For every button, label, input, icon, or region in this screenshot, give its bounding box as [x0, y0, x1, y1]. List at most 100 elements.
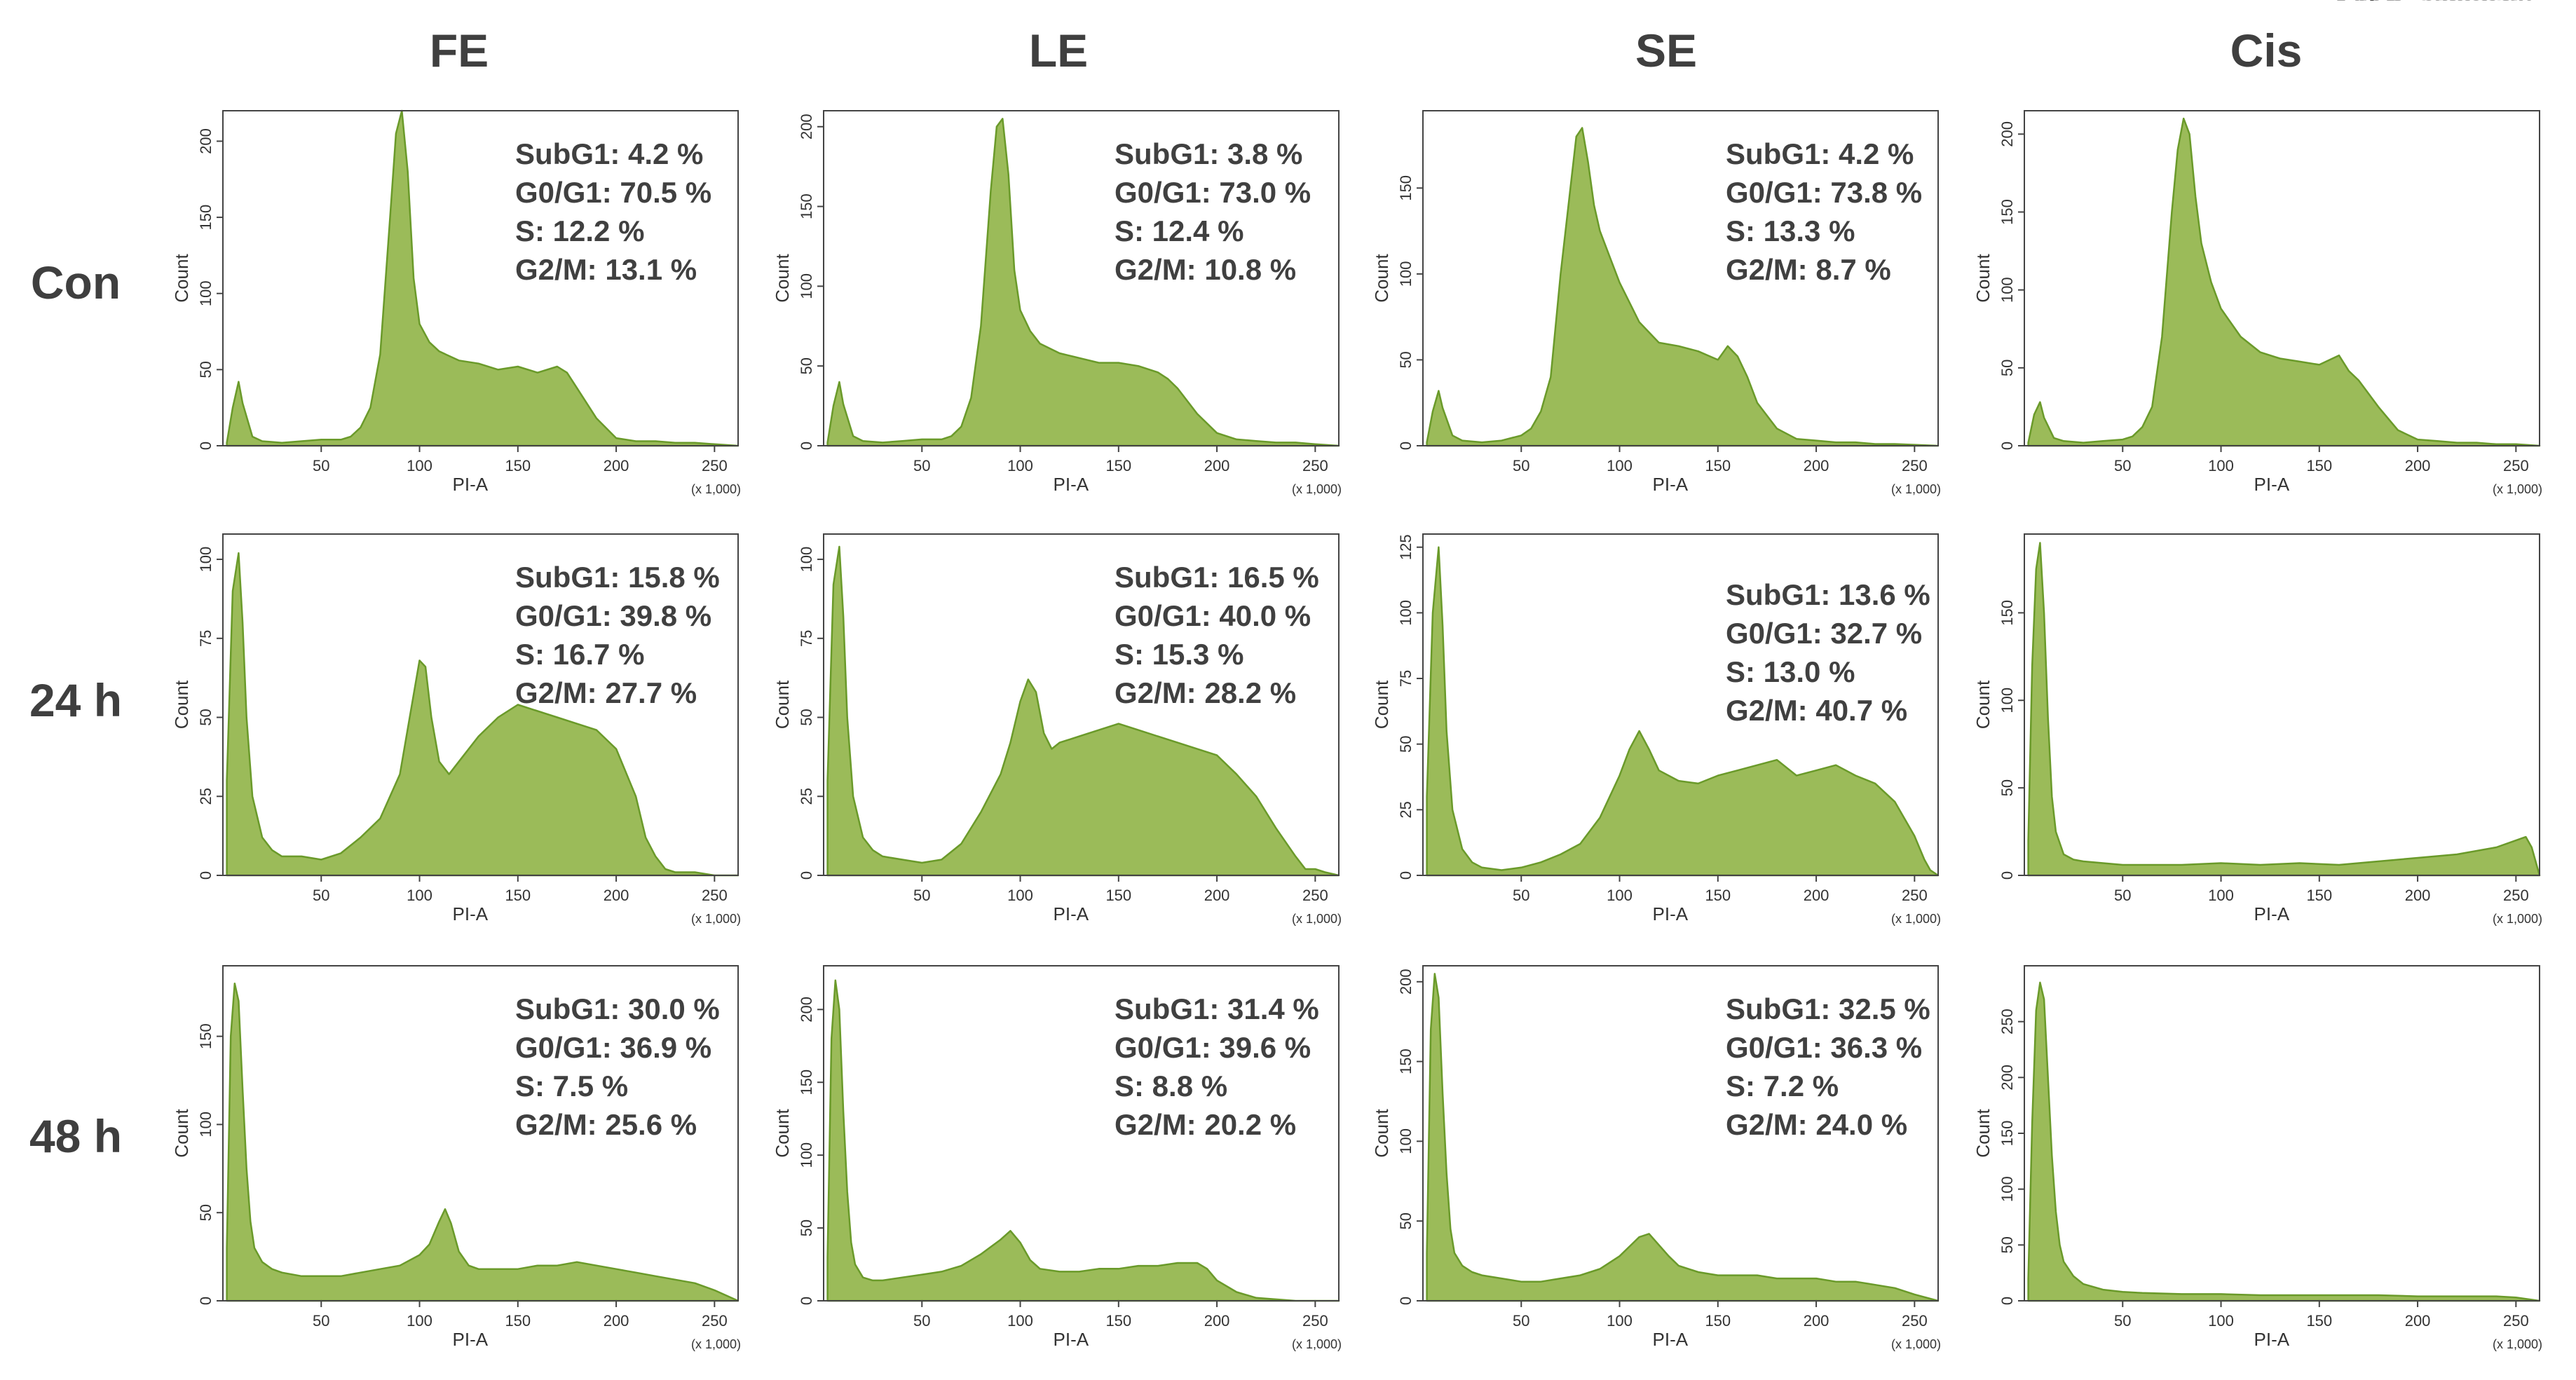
x-tick-label: 100: [1007, 457, 1033, 474]
x-tick-label: 250: [1902, 887, 1928, 904]
x-tick-label: 150: [505, 457, 531, 474]
y-tick-label: 100: [197, 280, 214, 306]
x-tick-label: 100: [2208, 1312, 2234, 1330]
y-tick-label: 150: [197, 205, 214, 231]
plot-frame: [2024, 110, 2540, 446]
s-phase-stat: S: 4.2 %: [2331, 0, 2444, 6]
subg1-stat: SubG1: 13.6 %: [1726, 578, 1930, 611]
g0g1-stat: G0/G1: 73.8 %: [1726, 176, 1922, 209]
x-axis-label: PI-A: [453, 474, 489, 495]
histogram-panel-48-h-le: 50 100 150 200 250 0 50 100 150 200 PI-A Count (x 1,…: [772, 965, 1342, 1351]
x-tick-label: 200: [2405, 887, 2431, 904]
y-tick-label: 100: [1998, 688, 2016, 713]
y-tick-label: 0: [1397, 442, 1415, 450]
x-tick-label: 200: [1204, 457, 1230, 474]
s-phase-stat: S: 15.3 %: [1115, 638, 1243, 671]
g0g1-stat: G0/G1: 12.6 %: [2331, 0, 2527, 6]
x-tick-label: 150: [505, 887, 531, 904]
x-tick-label: 50: [313, 887, 329, 904]
histogram-panel-24-h-cis: 50 100 150 200 250 0 50 100 150 PI-A Count (x 1,000…: [1972, 0, 2542, 926]
x-tick-label: 150: [1105, 1312, 1131, 1330]
histogram-area: [826, 118, 1340, 447]
x-tick-label: 100: [407, 1312, 432, 1330]
x-tick-label: 150: [1705, 1312, 1731, 1330]
s-phase-stat: S: 13.3 %: [1726, 214, 1855, 247]
x-tick-label: 50: [1513, 887, 1529, 904]
x-scale-note: (x 1,000): [1891, 1337, 1941, 1351]
histogram-area: [2027, 117, 2541, 447]
plot-frame: [1422, 533, 1939, 876]
subg1-stat: SubG1: 3.8 %: [1115, 137, 1302, 170]
histogram-area: [1426, 546, 1940, 877]
x-tick-label: 100: [2208, 457, 2234, 474]
g0g1-stat: G0/G1: 40.0 %: [1115, 599, 1311, 632]
s-phase-stat: S: 13.4 %: [2331, 0, 2460, 6]
histogram-panel-48-h-se: 50 100 150 200 250 0 50 100 150 200 PI-A Count (x 1,…: [1371, 965, 1941, 1351]
x-tick-label: 200: [604, 887, 629, 904]
y-axis-label: Count: [171, 254, 192, 303]
x-tick-label: 200: [1804, 887, 1829, 904]
x-axis-label: PI-A: [1054, 474, 1089, 495]
y-tick-label: 0: [1998, 1297, 2016, 1305]
y-axis-label: Count: [772, 1109, 793, 1158]
x-tick-label: 200: [1204, 1312, 1230, 1330]
y-axis-label: Count: [1972, 680, 1994, 729]
g2m-stat: G2/M: 15.2 %: [2331, 0, 2512, 6]
s-phase-stat: S: 8.8 %: [1115, 1070, 1227, 1102]
y-tick-label: 150: [1998, 199, 2016, 225]
y-tick-label: 200: [1397, 969, 1415, 995]
histogram-panel-24-h-fe: 50 100 150 200 250 0 25 50 75 100 PI-A Count (x 1,00…: [171, 533, 741, 926]
x-axis-label: PI-A: [2254, 1329, 2290, 1350]
x-tick-label: 100: [1607, 1312, 1633, 1330]
row-title-48h: 48 h: [29, 1110, 122, 1162]
y-tick-label: 0: [1998, 871, 2016, 880]
g0g1-stat: G0/G1: 73.0 %: [1115, 176, 1311, 209]
x-tick-label: 250: [2503, 887, 2529, 904]
x-axis-label: PI-A: [2254, 903, 2290, 924]
x-tick-label: 100: [2208, 887, 2234, 904]
s-phase-stat: S: 13.0 %: [1726, 655, 1855, 688]
x-axis-label: PI-A: [1054, 1329, 1089, 1350]
x-tick-label: 250: [1302, 457, 1328, 474]
x-tick-label: 200: [1804, 457, 1829, 474]
subg1-stat: SubG1: 15.8 %: [515, 561, 720, 594]
s-phase-stat: S: 7.2 %: [1726, 1070, 1839, 1102]
histogram-area: [1426, 973, 1940, 1302]
g2m-stat: G2/M: 25.6 %: [515, 1108, 697, 1141]
x-tick-label: 200: [1204, 887, 1230, 904]
plot-frame: [1422, 965, 1939, 1302]
column-title-se: SE: [1635, 25, 1697, 76]
histogram-panel-con-cis: 50 100 150 200 250 0 50 100 150 200 PI-A Count (x 1,…: [1972, 0, 2542, 496]
x-tick-label: 200: [604, 457, 629, 474]
x-axis-label: PI-A: [453, 1329, 489, 1350]
s-phase-stat: S: 12.2 %: [515, 214, 644, 247]
x-tick-label: 250: [2503, 457, 2529, 474]
x-tick-label: 100: [1007, 1312, 1033, 1330]
g2m-stat: G2/M: 28.2 %: [1115, 676, 1296, 709]
y-tick-label: 100: [798, 547, 815, 573]
x-tick-label: 250: [702, 1312, 728, 1330]
y-tick-label: 0: [1998, 442, 2016, 450]
y-tick-label: 100: [798, 273, 815, 299]
x-axis-label: PI-A: [1054, 903, 1089, 924]
y-axis-label: Count: [772, 254, 793, 303]
y-tick-label: 200: [798, 114, 815, 139]
y-tick-label: 25: [798, 788, 815, 805]
y-tick-label: 200: [1998, 121, 2016, 147]
g0g1-stat: G0/G1: 70.5 %: [515, 176, 711, 209]
column-title-fe: FE: [430, 25, 489, 76]
x-tick-label: 250: [2503, 1312, 2529, 1330]
g2m-stat: G2/M: 35.4 %: [2331, 0, 2512, 6]
subg1-stat: SubG1: 31.4 %: [1115, 992, 1319, 1025]
subg1-stat: SubG1: 32.5 %: [1726, 992, 1930, 1025]
y-tick-label: 0: [798, 442, 815, 450]
g0g1-stat: G0/G1: 36.3 %: [1726, 1031, 1922, 1064]
y-tick-label: 100: [798, 1142, 815, 1168]
y-tick-label: 50: [798, 709, 815, 725]
x-tick-label: 150: [2306, 457, 2332, 474]
y-tick-label: 50: [1998, 360, 2016, 376]
x-tick-label: 250: [702, 457, 728, 474]
x-axis-label: PI-A: [453, 903, 489, 924]
y-tick-label: 100: [1998, 277, 2016, 303]
